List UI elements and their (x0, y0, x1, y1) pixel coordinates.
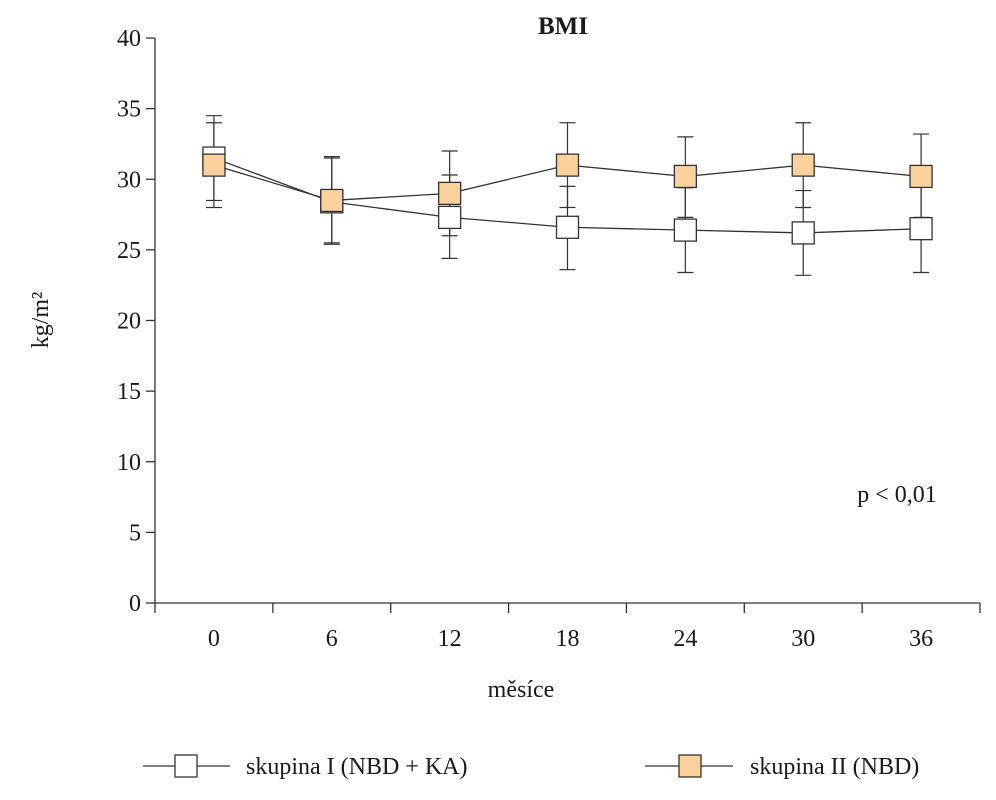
data-point (555, 215, 580, 239)
p-value-annotation: p < 0,01 (857, 482, 937, 508)
data-point (673, 218, 698, 242)
data-point (909, 164, 933, 189)
x-tick-label: 24 (673, 626, 697, 652)
x-tick-label: 6 (326, 626, 338, 652)
legend-item-series-2: skupina II (NBD) (645, 754, 919, 780)
x-tick-label: 0 (208, 626, 220, 652)
markers-series-2 (202, 153, 933, 213)
y-tick-label: 30 (117, 167, 141, 193)
y-axis-label: kg/m² (28, 292, 54, 349)
legend-label-series-2: skupina II (NBD) (750, 754, 919, 780)
x-tick-label: 12 (438, 626, 462, 652)
data-point (437, 205, 462, 230)
data-point (320, 188, 344, 213)
x-tick-label: 18 (556, 626, 580, 652)
data-point (673, 164, 698, 189)
y-tick-label: 10 (117, 450, 141, 476)
x-axis-label: měsíce (488, 677, 555, 703)
y-tick-label: 35 (117, 97, 141, 123)
y-tick-label: 5 (129, 520, 141, 546)
data-point (909, 217, 933, 241)
legend-marker-series-2 (678, 754, 702, 778)
legend-item-series-1: skupina I (NBD + KA) (143, 754, 468, 780)
plot-series (202, 115, 933, 276)
x-axis: 0 6 12 18 24 30 36 (154, 602, 981, 652)
chart-title: BMI (538, 13, 588, 40)
x-tick-label: 30 (791, 626, 815, 652)
data-point (202, 153, 226, 177)
y-tick-label: 0 (129, 591, 141, 617)
x-tick-label: 36 (909, 626, 933, 652)
legend: skupina I (NBD + KA) skupina II (NBD) (143, 754, 919, 780)
y-tick-label: 15 (117, 379, 141, 405)
y-axis: 0 5 10 15 20 25 30 35 40 (117, 26, 156, 617)
data-point (555, 153, 580, 177)
legend-marker-series-1 (174, 754, 198, 778)
data-point (437, 181, 462, 206)
legend-label-series-1: skupina I (NBD + KA) (246, 754, 468, 780)
data-point (791, 221, 815, 245)
y-tick-label: 20 (117, 309, 141, 335)
y-tick-label: 25 (117, 238, 141, 264)
y-tick-label: 40 (117, 26, 141, 52)
data-point (791, 153, 815, 177)
